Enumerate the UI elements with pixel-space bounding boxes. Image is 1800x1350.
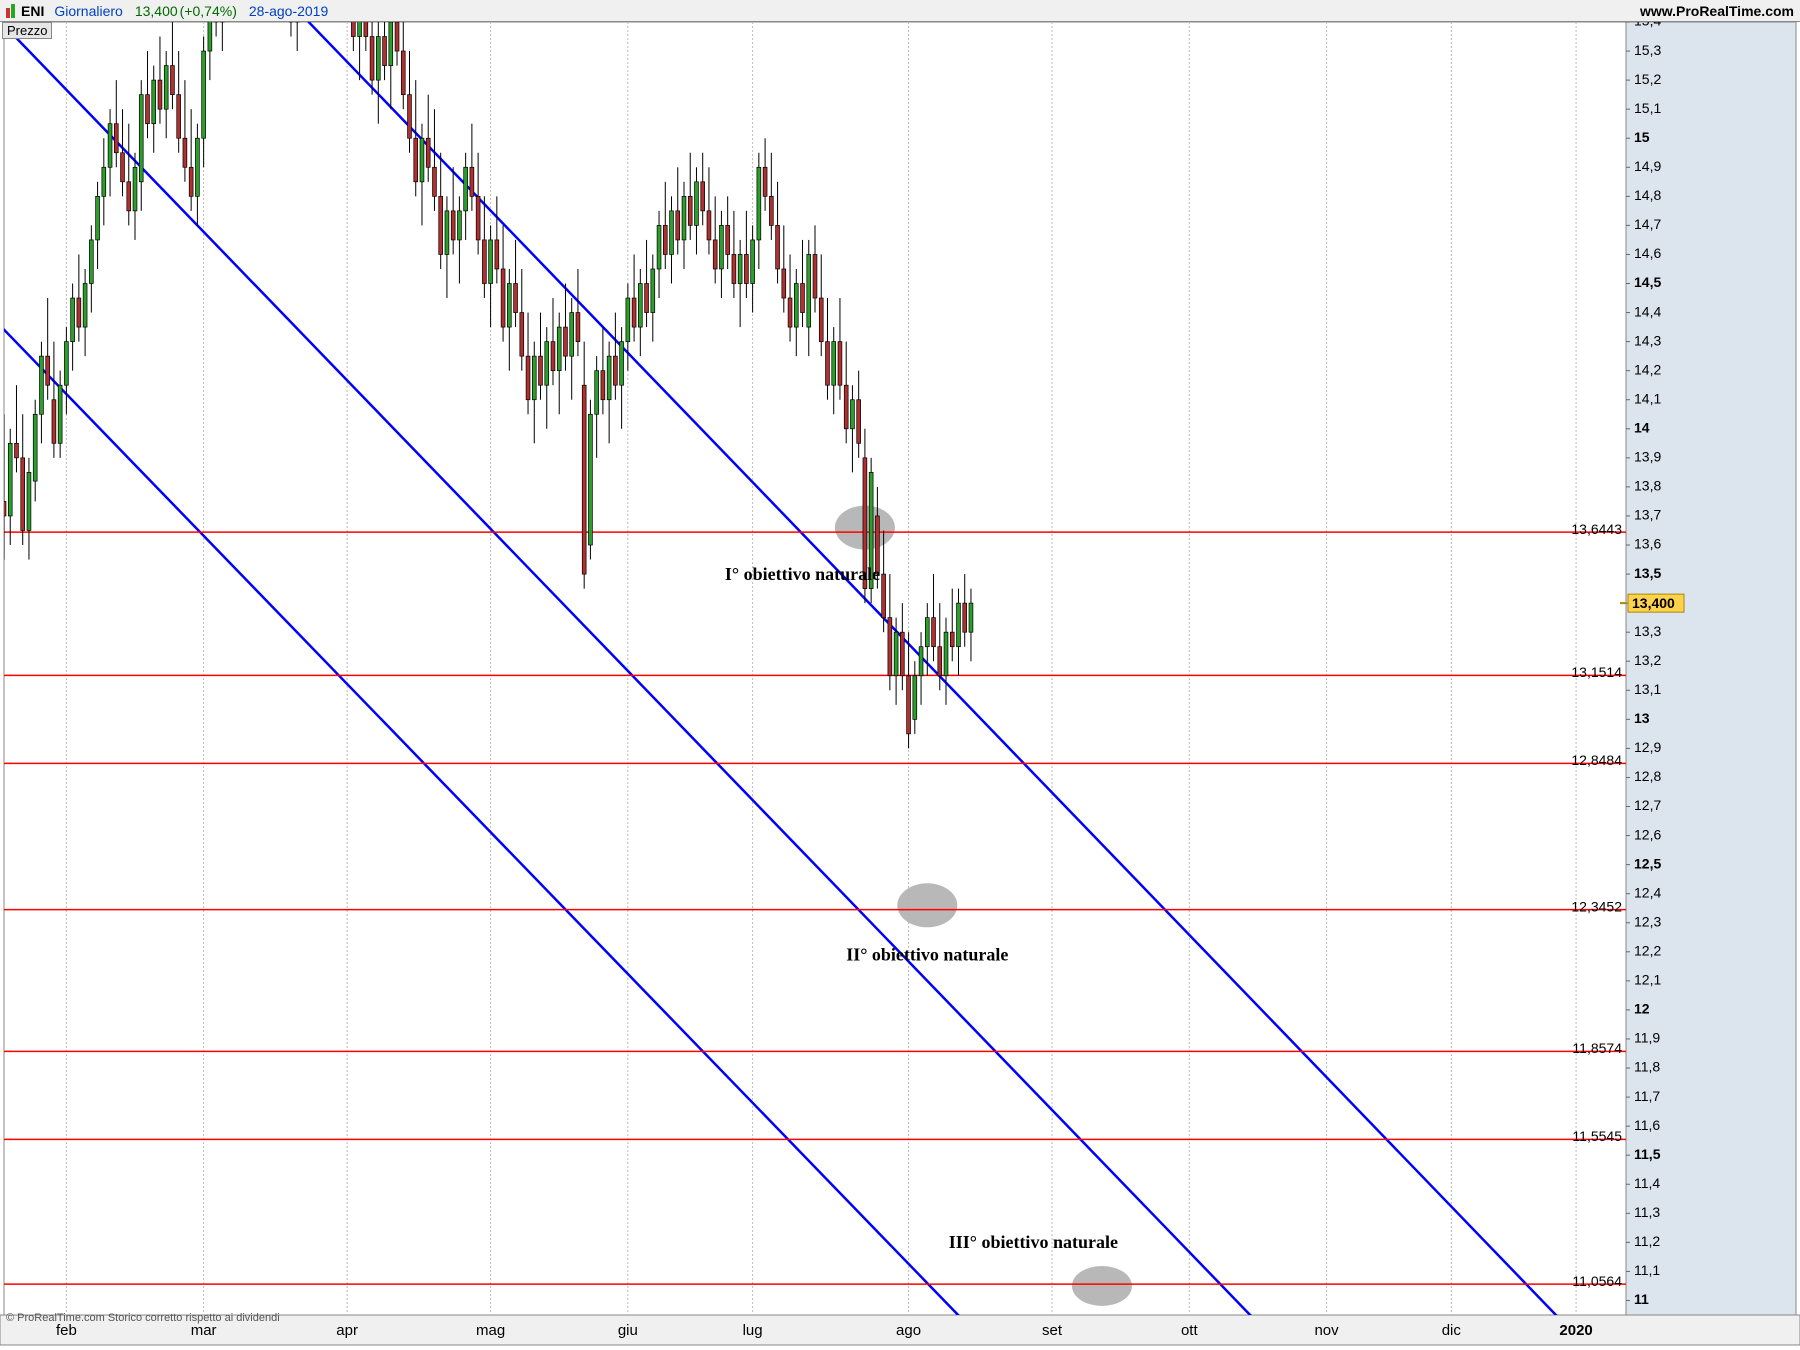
- svg-text:mag: mag: [476, 1322, 505, 1339]
- svg-text:14,6: 14,6: [1634, 245, 1661, 261]
- website-link[interactable]: www.ProRealTime.com: [1640, 3, 1794, 19]
- svg-text:13,1514: 13,1514: [1571, 664, 1622, 680]
- candlestick-icon: [6, 4, 15, 18]
- symbol: ENI: [21, 3, 44, 19]
- chart-plot[interactable]: feb mar apr mag giu lug ago set ott nov dic 2020 11 1…: [0, 0, 1800, 1350]
- svg-text:12,3452: 12,3452: [1571, 898, 1622, 914]
- svg-text:13,1: 13,1: [1634, 681, 1661, 697]
- svg-text:13,2: 13,2: [1634, 652, 1661, 668]
- svg-text:11,9: 11,9: [1634, 1030, 1660, 1046]
- svg-text:14,1: 14,1: [1634, 390, 1661, 406]
- last-price: 13,400: [135, 3, 178, 19]
- svg-text:12,4: 12,4: [1634, 884, 1661, 900]
- svg-text:15,3: 15,3: [1634, 42, 1661, 58]
- svg-text:15,2: 15,2: [1634, 71, 1661, 87]
- svg-text:11,3: 11,3: [1634, 1204, 1660, 1220]
- header-date: 28-ago-2019: [249, 3, 328, 19]
- svg-text:11,0564: 11,0564: [1572, 1273, 1622, 1289]
- svg-text:12,1: 12,1: [1634, 972, 1661, 988]
- price-change: (+0,74%): [180, 3, 237, 19]
- svg-text:11,4: 11,4: [1634, 1175, 1660, 1191]
- svg-text:12,9: 12,9: [1634, 739, 1661, 755]
- svg-text:ago: ago: [896, 1322, 921, 1339]
- svg-text:12,7: 12,7: [1634, 797, 1661, 813]
- svg-text:11,6: 11,6: [1634, 1117, 1660, 1133]
- svg-text:12,6: 12,6: [1634, 826, 1661, 842]
- svg-text:13,400: 13,400: [1632, 595, 1675, 611]
- svg-text:12: 12: [1634, 1001, 1650, 1017]
- svg-text:13,8: 13,8: [1634, 478, 1661, 494]
- svg-text:lug: lug: [743, 1322, 763, 1339]
- svg-text:15: 15: [1634, 129, 1650, 145]
- svg-text:I° obiettivo naturale: I° obiettivo naturale: [725, 564, 880, 584]
- svg-text:14,3: 14,3: [1634, 332, 1661, 348]
- chart-root: ENI Giornaliero 13,400 (+0,74%) 28-ago-2…: [0, 0, 1800, 1350]
- svg-text:12,8: 12,8: [1634, 768, 1661, 784]
- svg-text:13,9: 13,9: [1634, 449, 1661, 465]
- current-price-tag: 13,400: [1628, 594, 1684, 612]
- svg-text:11,8574: 11,8574: [1572, 1040, 1622, 1056]
- svg-text:14,9: 14,9: [1634, 158, 1661, 174]
- price-axis-title: Prezzo: [2, 22, 52, 39]
- timeframe: Giornaliero: [54, 3, 122, 19]
- svg-text:dic: dic: [1442, 1322, 1462, 1339]
- svg-text:mar: mar: [191, 1322, 217, 1339]
- copyright: © ProRealTime.com Storico corretto rispe…: [6, 1312, 280, 1324]
- svg-text:13,5: 13,5: [1634, 565, 1661, 581]
- svg-text:12,5: 12,5: [1634, 855, 1661, 871]
- svg-text:12,2: 12,2: [1634, 943, 1661, 959]
- svg-text:13: 13: [1634, 710, 1650, 726]
- svg-text:14,4: 14,4: [1634, 303, 1661, 319]
- svg-text:14,5: 14,5: [1634, 274, 1661, 290]
- svg-text:14,8: 14,8: [1634, 187, 1661, 203]
- svg-text:11,7: 11,7: [1634, 1088, 1660, 1104]
- svg-text:12,3: 12,3: [1634, 913, 1661, 929]
- svg-text:11,5545: 11,5545: [1572, 1128, 1622, 1144]
- svg-text:14: 14: [1634, 419, 1650, 435]
- svg-text:ott: ott: [1181, 1322, 1199, 1339]
- svg-text:13,3: 13,3: [1634, 623, 1661, 639]
- svg-text:11,5: 11,5: [1634, 1146, 1661, 1162]
- svg-text:set: set: [1042, 1322, 1063, 1339]
- svg-text:feb: feb: [56, 1322, 77, 1339]
- svg-text:12,8484: 12,8484: [1571, 752, 1622, 768]
- header-bar: ENI Giornaliero 13,400 (+0,74%) 28-ago-2…: [0, 0, 1800, 22]
- svg-text:13,6443: 13,6443: [1571, 521, 1622, 537]
- svg-text:III° obiettivo naturale: III° obiettivo naturale: [949, 1232, 1118, 1252]
- svg-text:11,8: 11,8: [1634, 1059, 1660, 1075]
- svg-text:giu: giu: [618, 1322, 638, 1339]
- svg-text:2020: 2020: [1559, 1322, 1592, 1339]
- svg-text:11,1: 11,1: [1634, 1262, 1660, 1278]
- svg-text:14,2: 14,2: [1634, 361, 1661, 377]
- svg-text:II° obiettivo naturale: II° obiettivo naturale: [846, 945, 1008, 965]
- svg-text:14,7: 14,7: [1634, 216, 1661, 232]
- svg-text:apr: apr: [336, 1322, 358, 1339]
- svg-text:11: 11: [1634, 1291, 1649, 1307]
- svg-text:15,1: 15,1: [1634, 100, 1661, 116]
- svg-text:11,2: 11,2: [1634, 1233, 1660, 1249]
- svg-text:13,6: 13,6: [1634, 536, 1661, 552]
- svg-text:13,7: 13,7: [1634, 507, 1661, 523]
- svg-text:nov: nov: [1314, 1322, 1339, 1339]
